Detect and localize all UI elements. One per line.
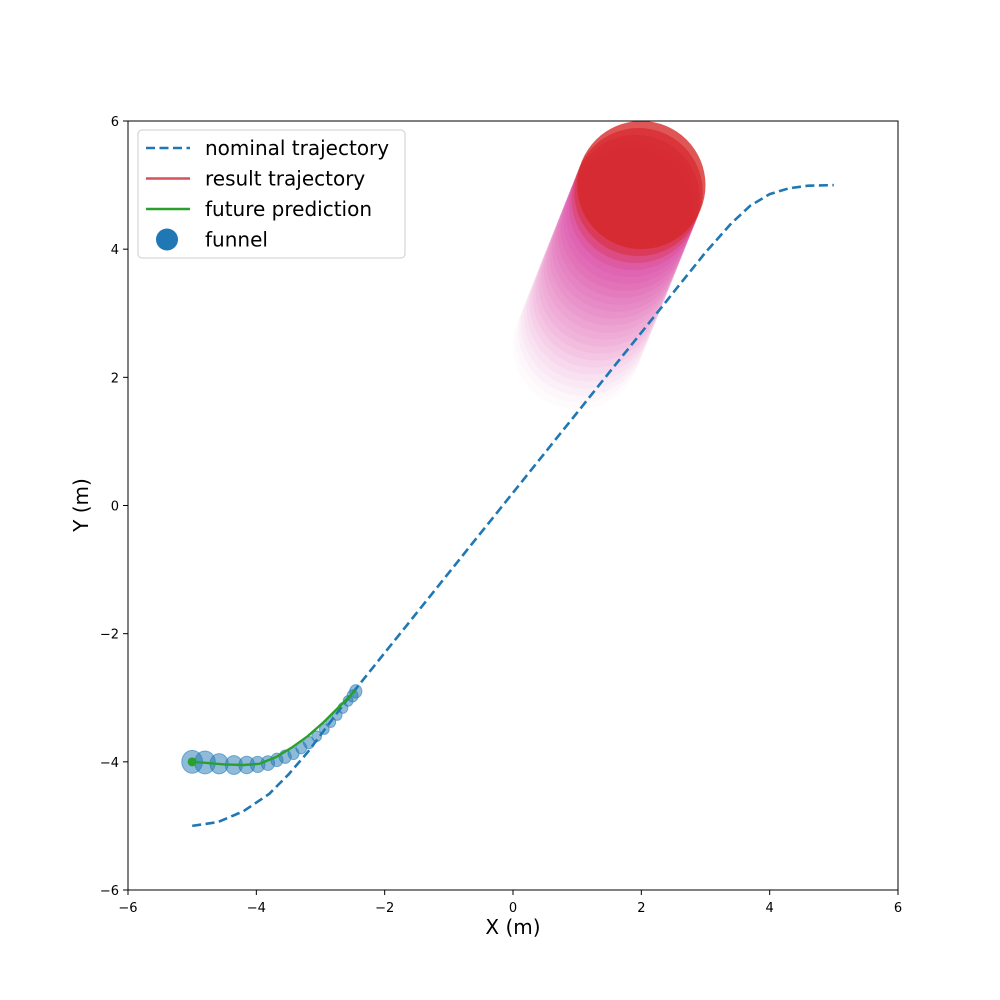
x-tick-label: −6: [118, 901, 137, 916]
start-point-marker: [187, 757, 197, 767]
x-tick-label: 6: [894, 901, 902, 916]
funnel-layer: [181, 684, 363, 775]
ticks-layer: −6 −4 −2 0 2 4 6 −6 −4 −2 0 2 4 6: [100, 115, 902, 916]
series-layer: [187, 183, 834, 828]
legend-funnel-label: funnel: [205, 228, 268, 252]
legend-future-prediction-label: future prediction: [205, 197, 372, 221]
obstacle-circle: [577, 120, 706, 250]
y-tick-label: 6: [111, 115, 119, 130]
y-tick-label: 0: [111, 500, 119, 515]
future-prediction-line: [192, 689, 357, 767]
y-tick-label: 4: [111, 243, 119, 258]
legend-frame: [137, 129, 406, 259]
y-axis-label: Y (m): [69, 478, 93, 533]
y-tick-label: −2: [100, 628, 119, 643]
x-tick-label: 0: [509, 901, 517, 916]
x-tick-label: −2: [375, 901, 394, 916]
legend-funnel-swatch: [156, 228, 178, 251]
x-tick-label: 4: [766, 901, 774, 916]
legend-result-trajectory-label: result trajectory: [205, 167, 365, 191]
legend: nominal trajectory result trajectory futur…: [137, 129, 406, 259]
obstacle-layer: [513, 120, 706, 410]
x-axis-label: X (m): [485, 915, 540, 939]
y-tick-label: 2: [111, 371, 119, 386]
legend-nominal-trajectory-label: nominal trajectory: [205, 136, 389, 160]
y-tick-label: −4: [100, 756, 119, 771]
x-tick-label: 2: [637, 901, 645, 916]
y-tick-label: −6: [100, 884, 119, 899]
x-tick-label: −4: [247, 901, 266, 916]
nominal-trajectory-line: [192, 183, 834, 828]
